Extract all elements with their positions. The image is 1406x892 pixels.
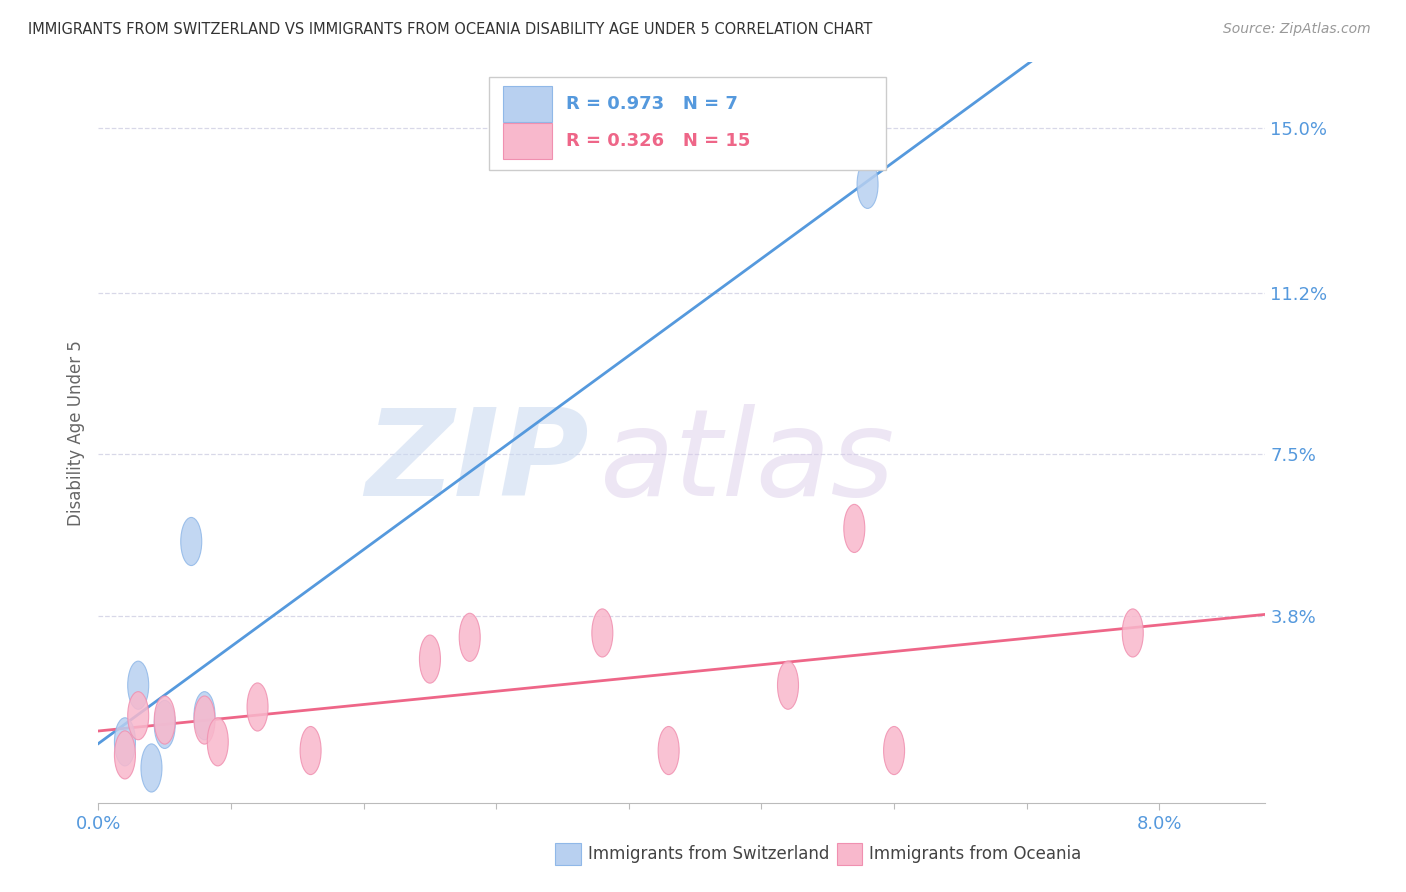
- Text: Immigrants from Oceania: Immigrants from Oceania: [869, 845, 1081, 863]
- Ellipse shape: [299, 726, 321, 774]
- Ellipse shape: [1122, 609, 1143, 657]
- Text: R = 0.326   N = 15: R = 0.326 N = 15: [567, 132, 751, 150]
- Ellipse shape: [128, 661, 149, 709]
- Ellipse shape: [128, 691, 149, 739]
- Ellipse shape: [114, 731, 135, 779]
- Ellipse shape: [194, 691, 215, 739]
- Ellipse shape: [460, 613, 481, 661]
- Ellipse shape: [592, 609, 613, 657]
- Ellipse shape: [114, 718, 135, 766]
- Ellipse shape: [141, 744, 162, 792]
- Text: Source: ZipAtlas.com: Source: ZipAtlas.com: [1223, 22, 1371, 37]
- Ellipse shape: [194, 696, 215, 744]
- Ellipse shape: [658, 726, 679, 774]
- FancyBboxPatch shape: [503, 87, 553, 121]
- Ellipse shape: [778, 661, 799, 709]
- Ellipse shape: [155, 700, 176, 748]
- Ellipse shape: [858, 161, 879, 209]
- Ellipse shape: [419, 635, 440, 683]
- Ellipse shape: [883, 726, 904, 774]
- Ellipse shape: [207, 718, 228, 766]
- Ellipse shape: [247, 683, 269, 731]
- FancyBboxPatch shape: [489, 78, 886, 169]
- Text: ZIP: ZIP: [364, 404, 589, 521]
- Text: atlas: atlas: [600, 404, 896, 521]
- Ellipse shape: [844, 504, 865, 552]
- Text: IMMIGRANTS FROM SWITZERLAND VS IMMIGRANTS FROM OCEANIA DISABILITY AGE UNDER 5 CO: IMMIGRANTS FROM SWITZERLAND VS IMMIGRANT…: [28, 22, 873, 37]
- Ellipse shape: [181, 517, 201, 566]
- Text: R = 0.973   N = 7: R = 0.973 N = 7: [567, 95, 738, 113]
- Y-axis label: Disability Age Under 5: Disability Age Under 5: [66, 340, 84, 525]
- Text: Immigrants from Switzerland: Immigrants from Switzerland: [588, 845, 830, 863]
- FancyBboxPatch shape: [503, 123, 553, 159]
- Ellipse shape: [155, 696, 176, 744]
